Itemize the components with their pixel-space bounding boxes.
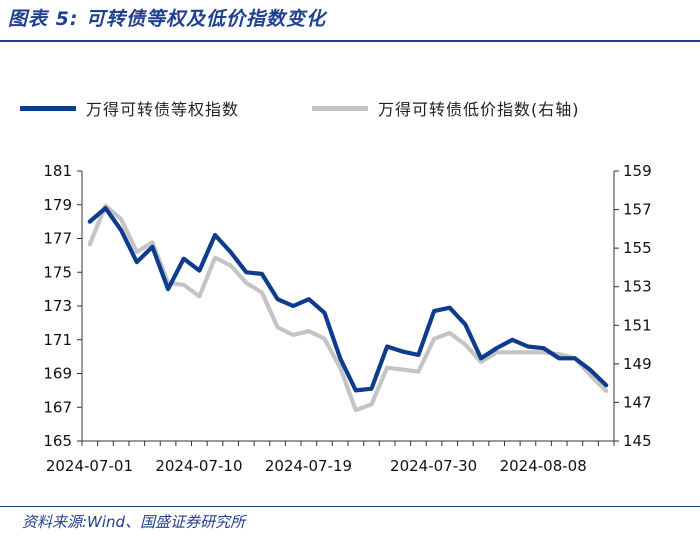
y-tick-label-left: 177 [43,230,72,248]
series-line-1 [87,205,609,393]
y-tick-label-left: 165 [43,432,72,450]
y-tick-label-right: 151 [623,316,652,334]
y-tick-label-right: 153 [623,278,652,296]
legend-item-series-1: 万得可转债等权指数 [20,96,239,120]
x-tick-label: 2024-07-30 [390,457,477,475]
y-tick-label-right: 155 [623,239,652,257]
legend-item-series-2: 万得可转债低价指数(右轴) [312,96,580,120]
y-tick-label-right: 147 [623,393,652,411]
x-tick-label: 2024-08-08 [500,457,587,475]
y-tick-label-right: 145 [623,432,652,450]
x-tick-label: 2024-07-01 [46,457,133,475]
legend-label-series-2: 万得可转债低价指数(右轴) [378,100,580,119]
series-line-2 [87,203,609,413]
y-tick-label-right: 157 [623,201,652,219]
source-note: 资料来源:Wind、国盛证券研究所 [22,513,246,531]
y-tick-label-left: 167 [43,398,72,416]
footer-rule [0,506,700,507]
title-rule [0,40,700,42]
legend-label-series-1: 万得可转债等权指数 [86,100,240,119]
y-tick-label-left: 173 [43,297,72,315]
figure-title: 图表 5: 可转债等权及低价指数变化 [8,8,327,30]
legend-swatch-series-1 [20,105,76,111]
y-tick-label-right: 159 [623,162,652,180]
y-tick-label-left: 169 [43,365,72,383]
y-tick-label-left: 171 [43,331,72,349]
line-chart: 165 167 169 171 173 175 177 179 181 145 147 149 151 1… [43,162,652,475]
y-tick-label-left: 175 [43,263,72,281]
legend: 万得可转债等权指数 万得可转债低价指数(右轴) [20,90,700,126]
y-tick-label-left: 179 [43,196,72,214]
x-tick-label: 2024-07-19 [265,457,352,475]
y-tick-label-left: 181 [43,162,72,180]
y-tick-label-right: 149 [623,355,652,373]
legend-swatch-series-2 [312,105,368,111]
x-tick-label: 2024-07-10 [155,457,242,475]
